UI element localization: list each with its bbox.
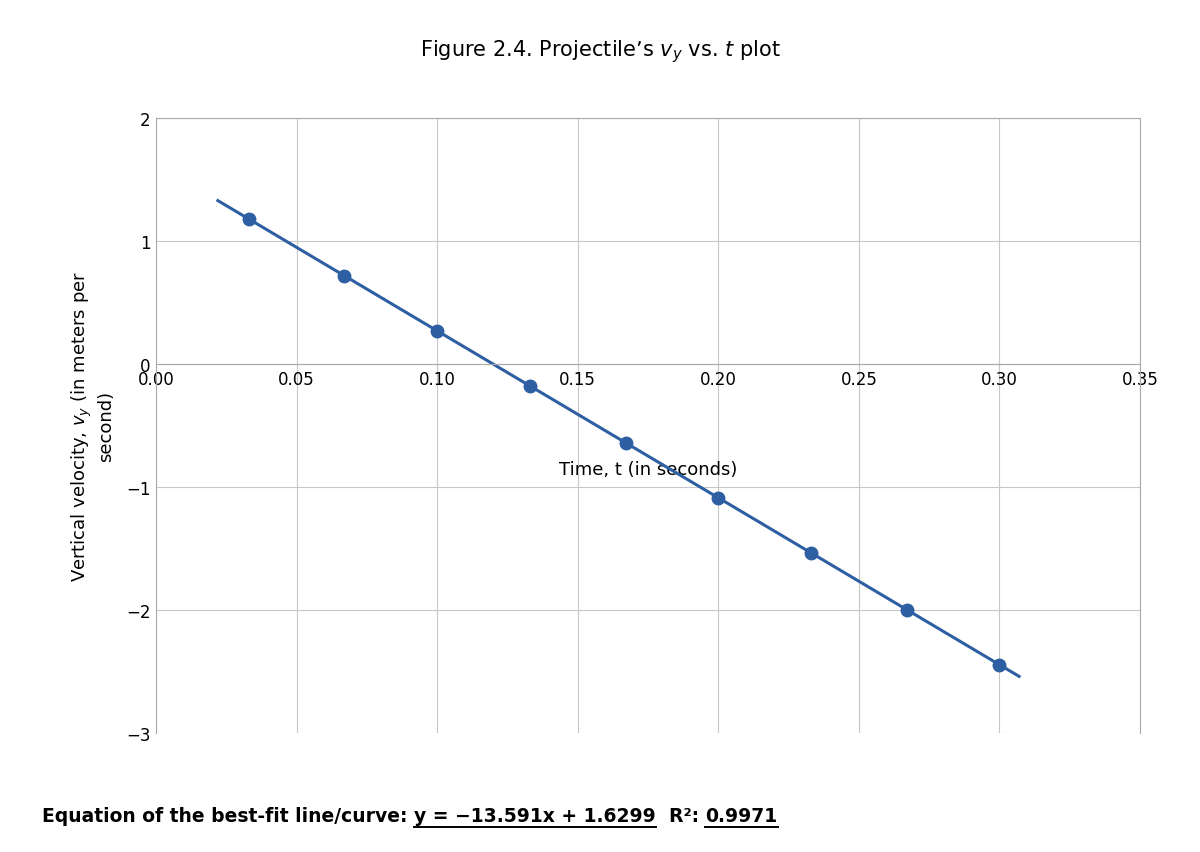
Text: Equation of the best-fit line/curve:: Equation of the best-fit line/curve:	[42, 806, 414, 825]
Y-axis label: Vertical velocity, $v_y$ (in meters per
second): Vertical velocity, $v_y$ (in meters per …	[70, 271, 115, 581]
X-axis label: Time, t (in seconds): Time, t (in seconds)	[559, 460, 737, 478]
Text: 0.9971: 0.9971	[706, 806, 778, 825]
Text: y = −13.591x + 1.6299: y = −13.591x + 1.6299	[414, 806, 655, 825]
Text: Figure 2.4. Projectile’s $v_y$ vs. $t$ plot: Figure 2.4. Projectile’s $v_y$ vs. $t$ p…	[420, 38, 780, 65]
Text: R²:: R²:	[655, 806, 706, 825]
